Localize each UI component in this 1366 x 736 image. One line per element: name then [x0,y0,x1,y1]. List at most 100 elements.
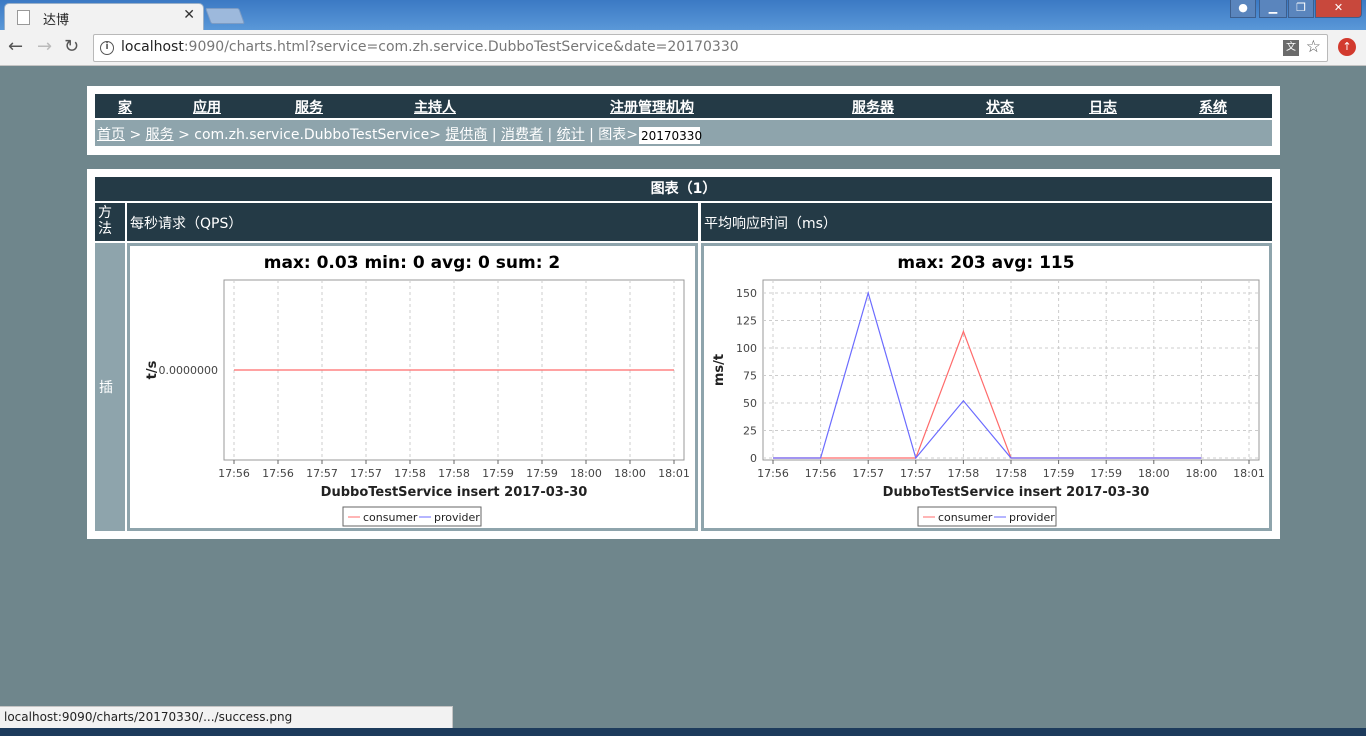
url-host: localhost [121,39,184,55]
x-tick-label: 18:01 [658,467,690,480]
legend-label: provider [434,511,480,524]
qps-chart[interactable]: max: 0.03 min: 0 avg: 0 sum: 2 17:56 17:56… [130,246,695,528]
nav-home[interactable]: 家 [118,100,132,116]
legend-box [917,506,1057,527]
chart-panel: 图表（1） 方法 每秒请求（QPS） 平均响应时间（ms） 插 max: 0.0… [87,169,1280,539]
legend-label: consumer [938,511,993,524]
qps-header-label: 每秒请求（QPS） [130,216,243,232]
x-tick-label: 17:57 [852,467,884,480]
extension-icon[interactable]: ↑ [1338,38,1356,56]
status-bubble: localhost:9090/charts/20170330/.../succe… [0,706,453,728]
breadcrumb-providers-link[interactable]: 提供商 [445,127,488,143]
y-tick-label: 75 [743,370,757,383]
legend-label: provider [1009,511,1055,524]
x-tick-label: 18:01 [1233,467,1265,480]
user-icon[interactable]: ● [1230,0,1256,18]
translate-icon[interactable]: 文 [1283,40,1299,56]
date-input[interactable]: 20170330 [638,125,702,145]
breadcrumb: 首页 > 服务 > com.zh.service.DubboTestServic… [97,124,702,145]
maximize-button[interactable]: ❐ [1288,0,1314,18]
method-column-header: 方法 [95,203,125,241]
chart-title: max: 203 avg: 115 [897,253,1074,273]
x-tick-label: 17:56 [262,467,294,480]
breadcrumb-stats-link[interactable]: 统计 [556,127,585,143]
method-cell: 插 [95,243,125,531]
url-path: :9090/charts.html?service=com.zh.service… [183,39,739,55]
nav-system[interactable]: 系统 [1199,100,1227,116]
breadcrumb-sep: | [487,127,502,143]
breadcrumb-home-link[interactable]: 首页 [97,127,125,143]
x-tick-label: 17:57 [900,467,932,480]
x-tick-label: 17:56 [757,467,789,480]
forward-arrow-icon[interactable]: → [37,36,53,57]
tab-title: 达博 [43,13,70,28]
x-tick-label: 17:56 [218,467,250,480]
x-tick-label: 17:58 [394,467,426,480]
y-tick-label: 0 [750,452,757,465]
method-header-label: 方法 [98,205,112,237]
nav-services[interactable]: 服务 [295,100,323,116]
x-tick-label: 18:00 [1186,467,1218,480]
nav-registries[interactable]: 注册管理机构 [610,100,694,116]
x-tick-label: 17:57 [306,467,338,480]
info-icon[interactable]: i [100,41,114,55]
legend-box [342,506,482,527]
x-axis-label: DubboTestService insert 2017-03-30 [883,485,1150,500]
breadcrumb-service-link[interactable]: 服务 [145,127,174,143]
address-bar[interactable]: i localhost:9090/charts.html?service=com… [93,34,1328,62]
nav-applications[interactable]: 应用 [193,100,221,116]
x-tick-label: 18:00 [614,467,646,480]
rt-header-label: 平均响应时间（ms） [704,216,837,232]
x-axis-label: DubboTestService insert 2017-03-30 [321,485,588,500]
qps-column-header: 每秒请求（QPS） [127,203,698,241]
nav-status[interactable]: 状态 [986,100,1014,116]
nav-hosts[interactable]: 主持人 [414,100,456,116]
x-tick-label: 18:00 [570,467,602,480]
main-nav: 家 应用 服务 主持人 注册管理机构 服务器 状态 日志 系统 [95,94,1272,118]
y-tick-label: 50 [743,397,757,410]
y-tick-label: 100 [736,342,757,355]
y-tick-label: 125 [736,315,757,328]
browser-tab[interactable]: 达博 ✕ [4,3,204,30]
breadcrumb-charts-label: | 图表> [584,127,638,143]
legend-label: consumer [363,511,418,524]
nav-servers[interactable]: 服务器 [852,100,894,116]
x-tick-label: 18:00 [1138,467,1170,480]
series-line-provider [773,290,1202,460]
close-tab-icon[interactable]: ✕ [183,7,195,23]
y-tick-label: 25 [743,425,757,438]
taskbar [0,728,1366,736]
qps-chart-cell: max: 0.03 min: 0 avg: 0 sum: 2 17:56 17:56… [127,243,698,531]
breadcrumb-consumers-link[interactable]: 消费者 [501,127,544,143]
x-tick-label: 17:57 [350,467,382,480]
y-tick-label: 0.0000000 [159,364,219,377]
y-axis-label: ms/t [712,354,727,386]
minimize-button[interactable]: ▁ [1259,0,1287,18]
nav-logs[interactable]: 日志 [1089,100,1117,116]
new-tab-button[interactable] [205,8,245,24]
x-tick-label: 17:58 [948,467,980,480]
browser-tab-strip: 达博 ✕ ● ▁ ❐ ✕ [0,0,1366,30]
breadcrumb-service-name: > com.zh.service.DubboTestService> [173,127,446,143]
y-tick-label: 150 [736,287,757,300]
rt-chart[interactable]: max: 203 avg: 115 17:56 17:56 17:57 17:57 17:… [704,246,1269,528]
x-tick-label: 17:58 [438,467,470,480]
breadcrumb-sep: > [125,127,146,143]
breadcrumb-sep: | [543,127,557,143]
x-tick-label: 17:56 [805,467,837,480]
y-axis-label: t/s [145,360,160,379]
reload-icon[interactable]: ↻ [64,36,80,57]
bookmark-star-icon[interactable]: ☆ [1305,37,1321,57]
rt-column-header: 平均响应时间（ms） [701,203,1272,241]
back-arrow-icon[interactable]: ← [8,36,24,57]
x-tick-label: 17:59 [526,467,558,480]
x-tick-label: 17:58 [995,467,1027,480]
browser-toolbar: ← → ↻ i localhost:9090/charts.html?servi… [0,30,1366,66]
chart-title: max: 0.03 min: 0 avg: 0 sum: 2 [264,253,561,273]
x-tick-label: 17:59 [1043,467,1075,480]
method-name: 插 [99,380,113,396]
close-window-button[interactable]: ✕ [1315,0,1362,18]
page-favicon-icon [17,10,30,25]
rt-chart-cell: max: 203 avg: 115 17:56 17:56 17:57 17:57 17:… [701,243,1272,531]
url-text[interactable]: localhost:9090/charts.html?service=com.z… [121,39,739,55]
